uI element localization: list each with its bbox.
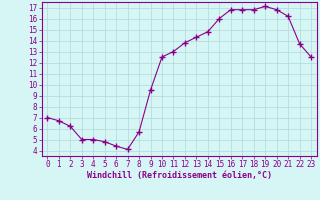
X-axis label: Windchill (Refroidissement éolien,°C): Windchill (Refroidissement éolien,°C)	[87, 171, 272, 180]
